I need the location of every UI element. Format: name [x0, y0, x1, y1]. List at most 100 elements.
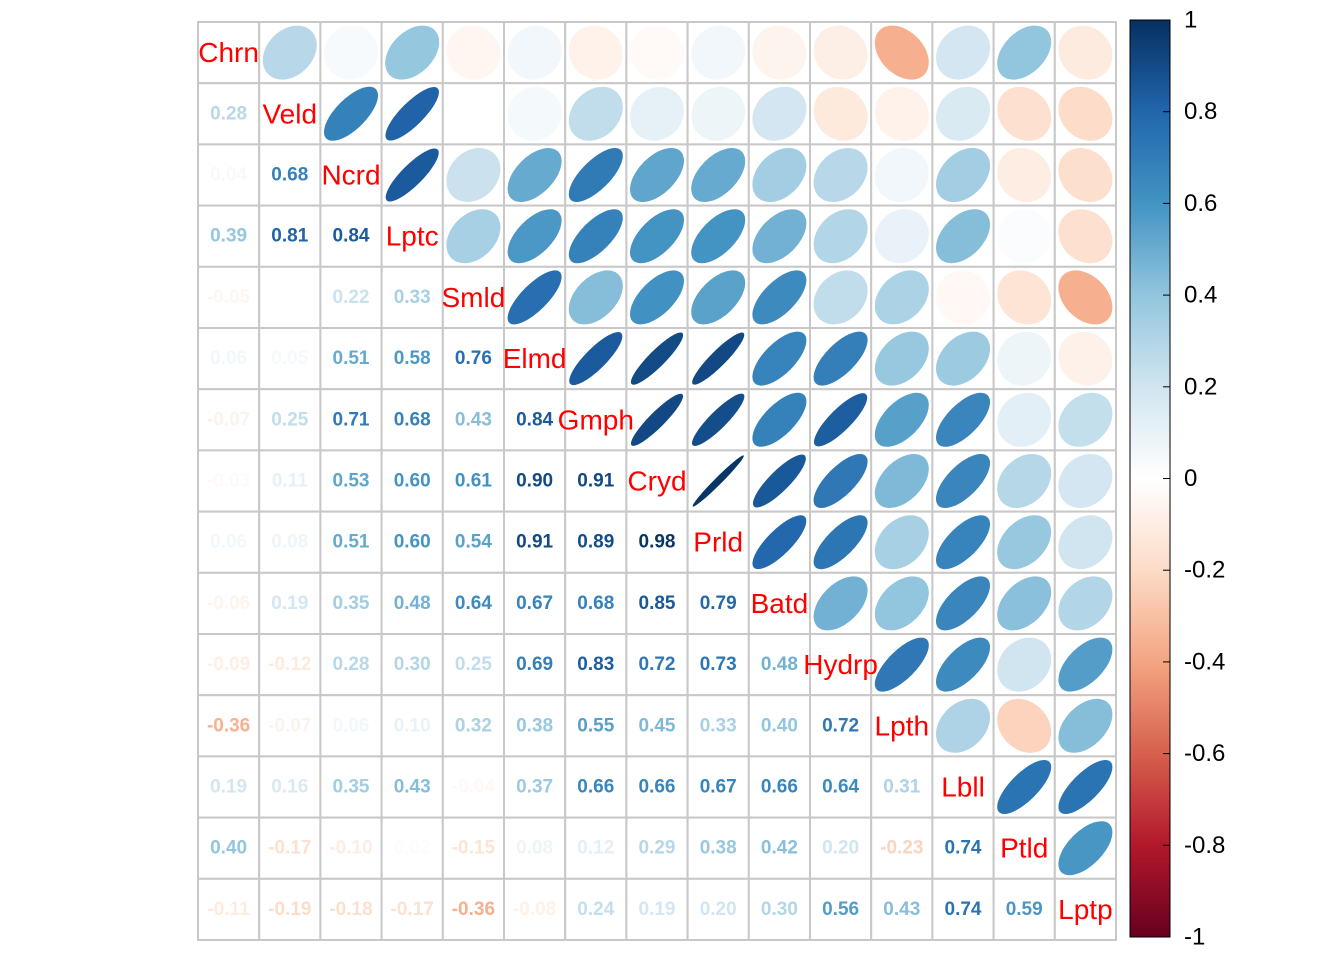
correlation-value: 0.28: [210, 103, 247, 124]
grid-cell: [686, 755, 750, 819]
grid-cell: [258, 204, 322, 268]
correlation-ellipse: [935, 86, 991, 141]
grid-cell: [380, 571, 444, 635]
grid-cell: [197, 204, 261, 268]
grid-cell: [809, 877, 873, 941]
correlation-ellipse: [1058, 270, 1113, 325]
correlation-value: 0.30: [394, 654, 431, 675]
correlation-ellipse: [935, 637, 991, 692]
correlation-ellipse: [629, 270, 685, 325]
grid-cell: [258, 877, 322, 941]
colorbar-tick-label: 0: [1184, 465, 1197, 492]
correlation-value: 0.66: [761, 777, 798, 798]
correlation-ellipse: [997, 576, 1052, 631]
correlation-value: 0.05: [271, 348, 308, 369]
correlation-value: 0.90: [516, 471, 553, 492]
correlation-value: -0.09: [207, 654, 250, 675]
correlation-value: -0.08: [513, 899, 556, 920]
correlation-ellipse: [936, 270, 990, 325]
grid-cell: [564, 633, 628, 697]
correlation-value: 0.98: [639, 532, 676, 553]
variable-label: Ptld: [1000, 833, 1048, 864]
correlation-value: 0.33: [700, 715, 737, 736]
grid-cell: [931, 877, 995, 941]
correlation-value: 0.16: [271, 777, 308, 798]
variable-label: Hydrp: [803, 649, 878, 680]
grid-cell: [503, 388, 567, 452]
correlation-ellipse: [997, 453, 1052, 509]
correlation-value: 0.55: [577, 715, 614, 736]
grid-cell: [197, 694, 261, 758]
correlation-ellipse: [324, 25, 378, 80]
grid-cell: [319, 204, 383, 268]
grid-cell: [809, 755, 873, 819]
variable-label: Prld: [693, 527, 743, 558]
correlation-ellipse: [997, 331, 1052, 386]
correlation-ellipse: [935, 453, 991, 509]
colorbar: 1 0.8 0.6 0.4 0.2 0 -0.2 -0.4 -0.6 -0.8 -1: [1129, 7, 1225, 951]
correlation-ellipse: [997, 270, 1052, 325]
grid-cell: [197, 82, 261, 146]
correlation-ellipse: [813, 576, 868, 631]
correlation-ellipse: [752, 25, 807, 80]
correlation-ellipse: [446, 25, 501, 80]
correlation-ellipse: [813, 453, 868, 509]
correlation-ellipse: [997, 759, 1052, 815]
correlation-ellipse: [813, 25, 868, 80]
correlation-value: 0.20: [700, 899, 737, 920]
variable-label: Batd: [751, 588, 809, 619]
correlation-ellipse: [813, 515, 868, 570]
correlation-value: 0.04: [210, 165, 247, 186]
correlation-value: 0.11: [272, 471, 308, 492]
correlation-ellipse: [997, 637, 1052, 692]
correlation-value: 0.83: [577, 654, 614, 675]
correlation-ellipse: [752, 147, 807, 203]
grid-cell: [380, 204, 444, 268]
correlation-ellipse: [874, 637, 929, 692]
correlation-value: 0.72: [822, 715, 859, 736]
correlation-value: 0.68: [394, 409, 431, 430]
grid-cell: [380, 265, 444, 329]
variable-label: Ncrd: [321, 160, 380, 191]
grid-cell: [258, 327, 322, 391]
grid-cell: [809, 633, 873, 697]
correlation-ellipse: [691, 25, 746, 80]
correlation-value: -0.07: [207, 409, 250, 430]
correlation-value: 0.48: [761, 654, 798, 675]
correlation-ellipse: [262, 25, 317, 80]
grid-cell: [809, 694, 873, 758]
correlation-value: 0.68: [271, 165, 308, 186]
correlation-value: 0.35: [333, 777, 370, 798]
correlation-value: 0.67: [516, 593, 553, 614]
correlation-ellipse: [507, 25, 562, 80]
correlation-ellipse: [569, 332, 623, 386]
correlation-ellipse: [568, 209, 623, 264]
correlation-ellipse: [692, 332, 745, 385]
correlation-value: 0.60: [394, 471, 431, 492]
correlation-value: 0.42: [761, 838, 798, 859]
correlation-ellipse: [752, 86, 807, 141]
correlation-ellipse: [874, 25, 929, 80]
grid-cell: [931, 816, 995, 880]
grid-cell: [625, 510, 689, 574]
grid-cell: [686, 510, 750, 574]
correlation-value: 0.51: [333, 532, 370, 553]
grid-cell: [564, 571, 628, 635]
correlation-value: 0.91: [516, 532, 553, 553]
correlation-ellipse: [1058, 25, 1113, 80]
grid-cell: [197, 510, 261, 574]
grid-cell: [625, 571, 689, 635]
grid-cell: [503, 327, 567, 391]
correlation-value: 0.73: [700, 654, 737, 675]
correlation-ellipse: [1058, 515, 1113, 570]
correlation-value: 0.48: [394, 593, 431, 614]
grid-cell: [319, 449, 383, 513]
correlation-ellipse: [446, 86, 501, 141]
correlation-ellipse: [936, 25, 990, 80]
correlation-ellipse: [936, 515, 990, 570]
correlation-value: 0.32: [455, 715, 492, 736]
correlation-ellipse: [936, 698, 990, 753]
correlation-value: 0.51: [333, 348, 370, 369]
correlation-value: 0.84: [516, 409, 553, 430]
